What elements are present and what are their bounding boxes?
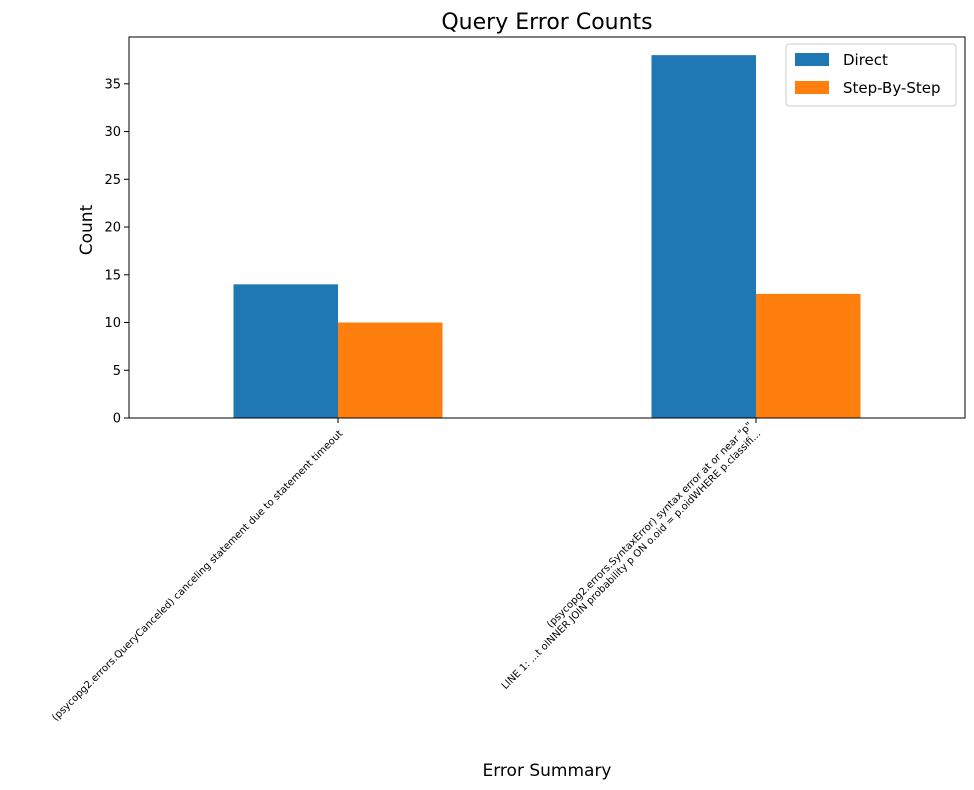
y-axis-label: Count bbox=[77, 204, 97, 255]
y-tick-label-6: 30 bbox=[104, 125, 121, 140]
bar-step-by-step-0 bbox=[338, 322, 443, 418]
y-tick-label-5: 25 bbox=[104, 173, 121, 188]
x-tick-label-1-line-1: LINE 1: ...t oINNER JOIN probability p O… bbox=[500, 428, 763, 691]
x-tick-label-0-line-0: (psycopg2.errors.QueryCanceled) cancelin… bbox=[50, 428, 345, 723]
bar-direct-1 bbox=[651, 55, 756, 419]
y-tick-label-7: 35 bbox=[104, 77, 121, 92]
x-tick-label-1-line-0: (psycopg2.errors.SyntaxError) syntax err… bbox=[545, 420, 755, 630]
x-tick-label-0: (psycopg2.errors.QueryCanceled) cancelin… bbox=[50, 428, 345, 723]
y-tick-label-2: 10 bbox=[104, 316, 121, 331]
x-axis-label: Error Summary bbox=[483, 761, 612, 781]
y-tick-label-4: 20 bbox=[104, 221, 121, 236]
bar-direct-0 bbox=[233, 284, 338, 418]
plot-frame bbox=[128, 36, 966, 419]
y-tick-label-1: 5 bbox=[113, 364, 121, 379]
y-tick-label-0: 0 bbox=[113, 412, 121, 427]
legend-label-1: Step-By-Step bbox=[843, 79, 941, 97]
legend-label-0: Direct bbox=[843, 51, 888, 69]
legend: Direct Step-By-Step bbox=[785, 43, 957, 107]
plot-area: 0 5 10 15 20 25 30 35 (psycopg2.errors.QueryCanc… bbox=[50, 55, 861, 724]
chart-title: Query Error Counts bbox=[441, 10, 652, 35]
legend-swatch-0 bbox=[795, 53, 829, 66]
legend-swatch-1 bbox=[795, 81, 829, 94]
x-tick-label-1: (psycopg2.errors.SyntaxError) syntax err… bbox=[500, 420, 763, 692]
y-tick-label-3: 15 bbox=[104, 268, 121, 283]
bar-step-by-step-1 bbox=[756, 293, 861, 418]
